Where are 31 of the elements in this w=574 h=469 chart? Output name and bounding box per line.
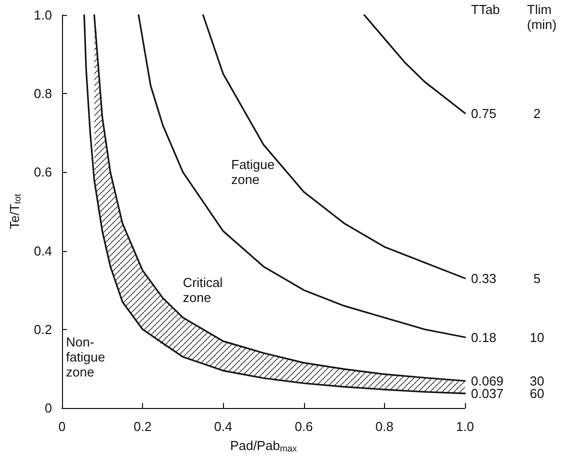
text: 2 — [533, 106, 541, 121]
line-series — [138, 14, 466, 338]
x-tick-label: 0 — [58, 419, 66, 434]
line-series — [202, 14, 466, 280]
series-label: 0.33 — [471, 270, 496, 286]
series-label: 0.75 — [471, 106, 496, 121]
text: 10 — [530, 330, 544, 345]
text: TTab — [471, 2, 500, 17]
text: 5 — [533, 270, 541, 286]
annotation: Non- fatigue zone — [66, 334, 106, 380]
x-tick-label: 0.2 — [134, 419, 152, 434]
annotation: Fatigue zone — [231, 157, 275, 188]
y-tick-label: 0 — [44, 400, 52, 416]
y-tick-label: 0.4 — [34, 243, 52, 258]
y-axis-title: Te/Ttot — [7, 193, 22, 230]
y-tick-label: 0.8 — [34, 86, 52, 102]
y-tick-label: 1.0 — [34, 8, 52, 22]
x-tick-label: 0.6 — [294, 419, 313, 434]
x-tick-label: 0.4 — [214, 419, 232, 434]
line-series — [363, 14, 466, 114]
y-tick-label: 0.2 — [34, 322, 52, 337]
series-label: 0.069 — [471, 373, 504, 388]
x-tick-label: 1.0 — [456, 419, 474, 434]
x-tick-label: 0.8 — [375, 419, 394, 434]
text: 30 — [530, 373, 544, 388]
series-label: 0.18 — [471, 330, 496, 345]
annotation: Critical zone — [182, 275, 223, 306]
y-tick-label: 0.6 — [34, 164, 52, 180]
text: 60 — [530, 386, 544, 401]
text: Tlim (min) — [527, 2, 557, 32]
series-label: 0.037 — [471, 386, 504, 401]
